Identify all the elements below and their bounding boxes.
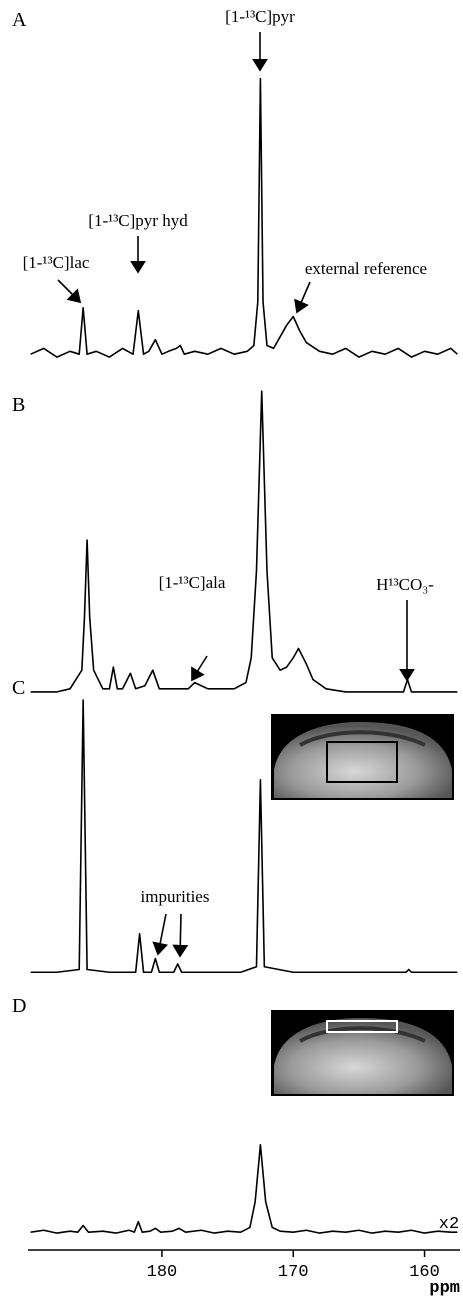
arrow: [152, 913, 169, 956]
arrow: [172, 913, 189, 958]
annotation: x2: [439, 1215, 459, 1234]
mri-inset: [271, 714, 454, 800]
annotation: [1-¹³C]pyr hyd: [88, 211, 188, 230]
spectrum: [30, 390, 458, 693]
arrow: [294, 281, 311, 314]
annotation: impurities: [141, 887, 210, 906]
annotation: [1-¹³C]pyr: [225, 7, 295, 26]
spectrum: [30, 699, 458, 974]
spectrum: [30, 77, 458, 358]
x-tick-label: 160: [409, 1263, 440, 1282]
panel-label: B: [12, 394, 25, 416]
annotation: external reference: [305, 259, 427, 278]
annotation: H¹³CO₃-: [376, 575, 434, 594]
arrow: [191, 655, 208, 682]
x-axis-label: ppm: [429, 1279, 460, 1298]
panel-label: C: [12, 677, 25, 699]
annotation: [1-¹³C]lac: [23, 253, 90, 272]
spectrum: [30, 1143, 458, 1234]
arrow: [57, 279, 82, 304]
x-tick-label: 170: [278, 1263, 309, 1282]
mri-inset: [271, 1010, 454, 1096]
x-tick-label: 180: [147, 1263, 178, 1282]
panel-label: A: [12, 9, 27, 31]
annotation: [1-¹³C]ala: [159, 573, 226, 592]
panel-label: D: [12, 995, 26, 1017]
